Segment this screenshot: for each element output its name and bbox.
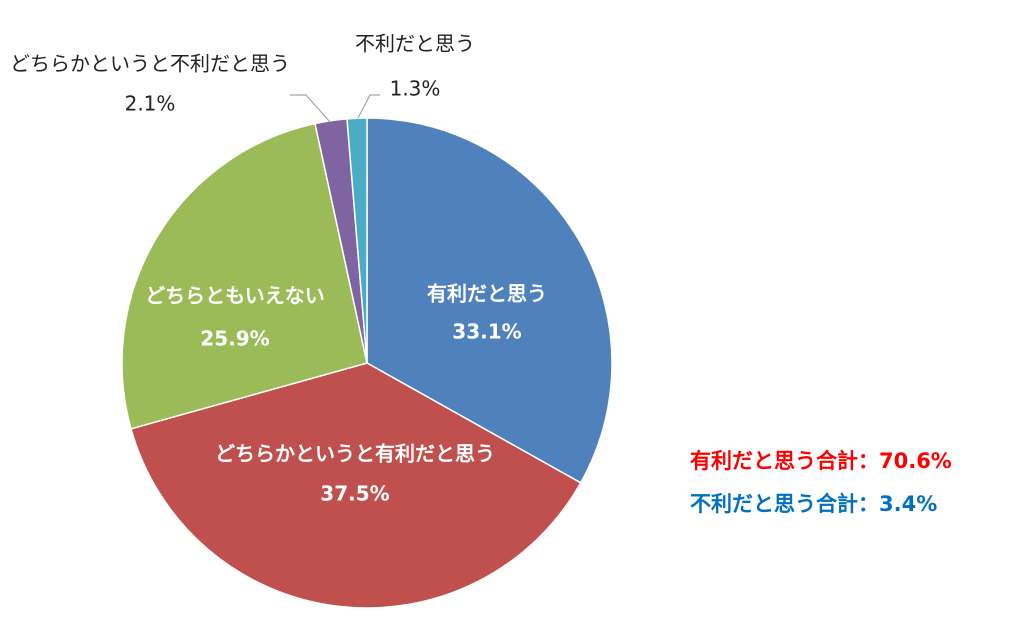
slice-label: どちらともいえない xyxy=(145,284,325,308)
value-label: 25.9% xyxy=(200,327,269,351)
leader-line xyxy=(290,94,331,123)
slice-label: 有利だと思う xyxy=(427,282,547,306)
pie-slice xyxy=(346,117,368,364)
annotation: 有利だと思う合計：70.6% xyxy=(690,449,952,473)
annotation: 不利だと思う合計：3.4% xyxy=(690,492,937,516)
pie-slice xyxy=(130,362,582,609)
leader-line xyxy=(357,94,380,119)
value-label: 1.3% xyxy=(390,77,441,101)
value-label: 33.1% xyxy=(452,320,521,344)
pie-slice xyxy=(366,117,613,484)
slice-label: どちらかというと有利だと思う xyxy=(215,442,495,466)
pie-slice xyxy=(121,122,368,430)
slice-label: 不利だと思う xyxy=(355,32,475,56)
slice-label: どちらかというと不利だと思う xyxy=(10,52,290,76)
value-label: 2.1% xyxy=(125,92,176,116)
value-label: 37.5% xyxy=(320,482,389,506)
